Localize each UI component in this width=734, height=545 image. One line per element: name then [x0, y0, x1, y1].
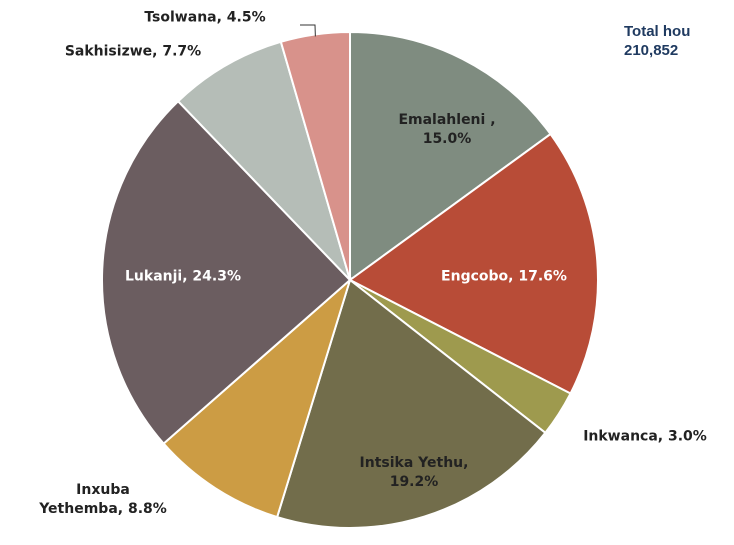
category-name: Engcobo, [441, 268, 514, 285]
slice-label: Lukanji, 24.3% [125, 268, 241, 287]
category-name: Intsika Yethu, [359, 455, 469, 471]
pie-slice [275, 278, 547, 529]
category-name: Inkwanca, [583, 428, 664, 445]
category-name: Inxuba Yethemba, [39, 482, 130, 517]
category-name: Tsolwana, [144, 9, 222, 26]
value-label: 15.0% [422, 131, 472, 147]
pie-slice [176, 40, 351, 281]
value-label: 8.8% [127, 501, 167, 517]
slice-label: Emalahleni , 15.0% [392, 111, 502, 149]
pie-slice [162, 276, 352, 519]
note-line: Total hou [624, 23, 691, 40]
total-note: Total hou 210,852 [624, 22, 690, 60]
slice-label: Engcobo, 17.6% [441, 268, 567, 287]
pie-slice [349, 30, 552, 282]
value-label: 24.3% [192, 268, 241, 285]
value-label: 7.7% [162, 43, 202, 60]
pie-slice [348, 132, 599, 395]
category-name: Sakhisizwe, [64, 43, 158, 60]
leader-line [300, 24, 316, 37]
slice-label: Tsolwana, 4.5% [144, 9, 265, 28]
slice-label: Inkwanca, 3.0% [583, 428, 707, 447]
value-label: 17.6% [518, 268, 567, 285]
pie-slice [101, 99, 352, 445]
slice-label: Inxuba Yethemba, 8.8% [39, 481, 167, 519]
category-name: Emalahleni , [398, 112, 496, 128]
slice-label: Intsika Yethu, 19.2% [352, 454, 477, 492]
value-label: 19.2% [389, 474, 439, 490]
value-label: 3.0% [667, 428, 707, 445]
note-line: 210,852 [624, 42, 679, 59]
category-name: Lukanji, [125, 268, 188, 285]
value-label: 4.5% [226, 9, 266, 26]
slice-label: Sakhisizwe, 7.7% [65, 43, 201, 62]
